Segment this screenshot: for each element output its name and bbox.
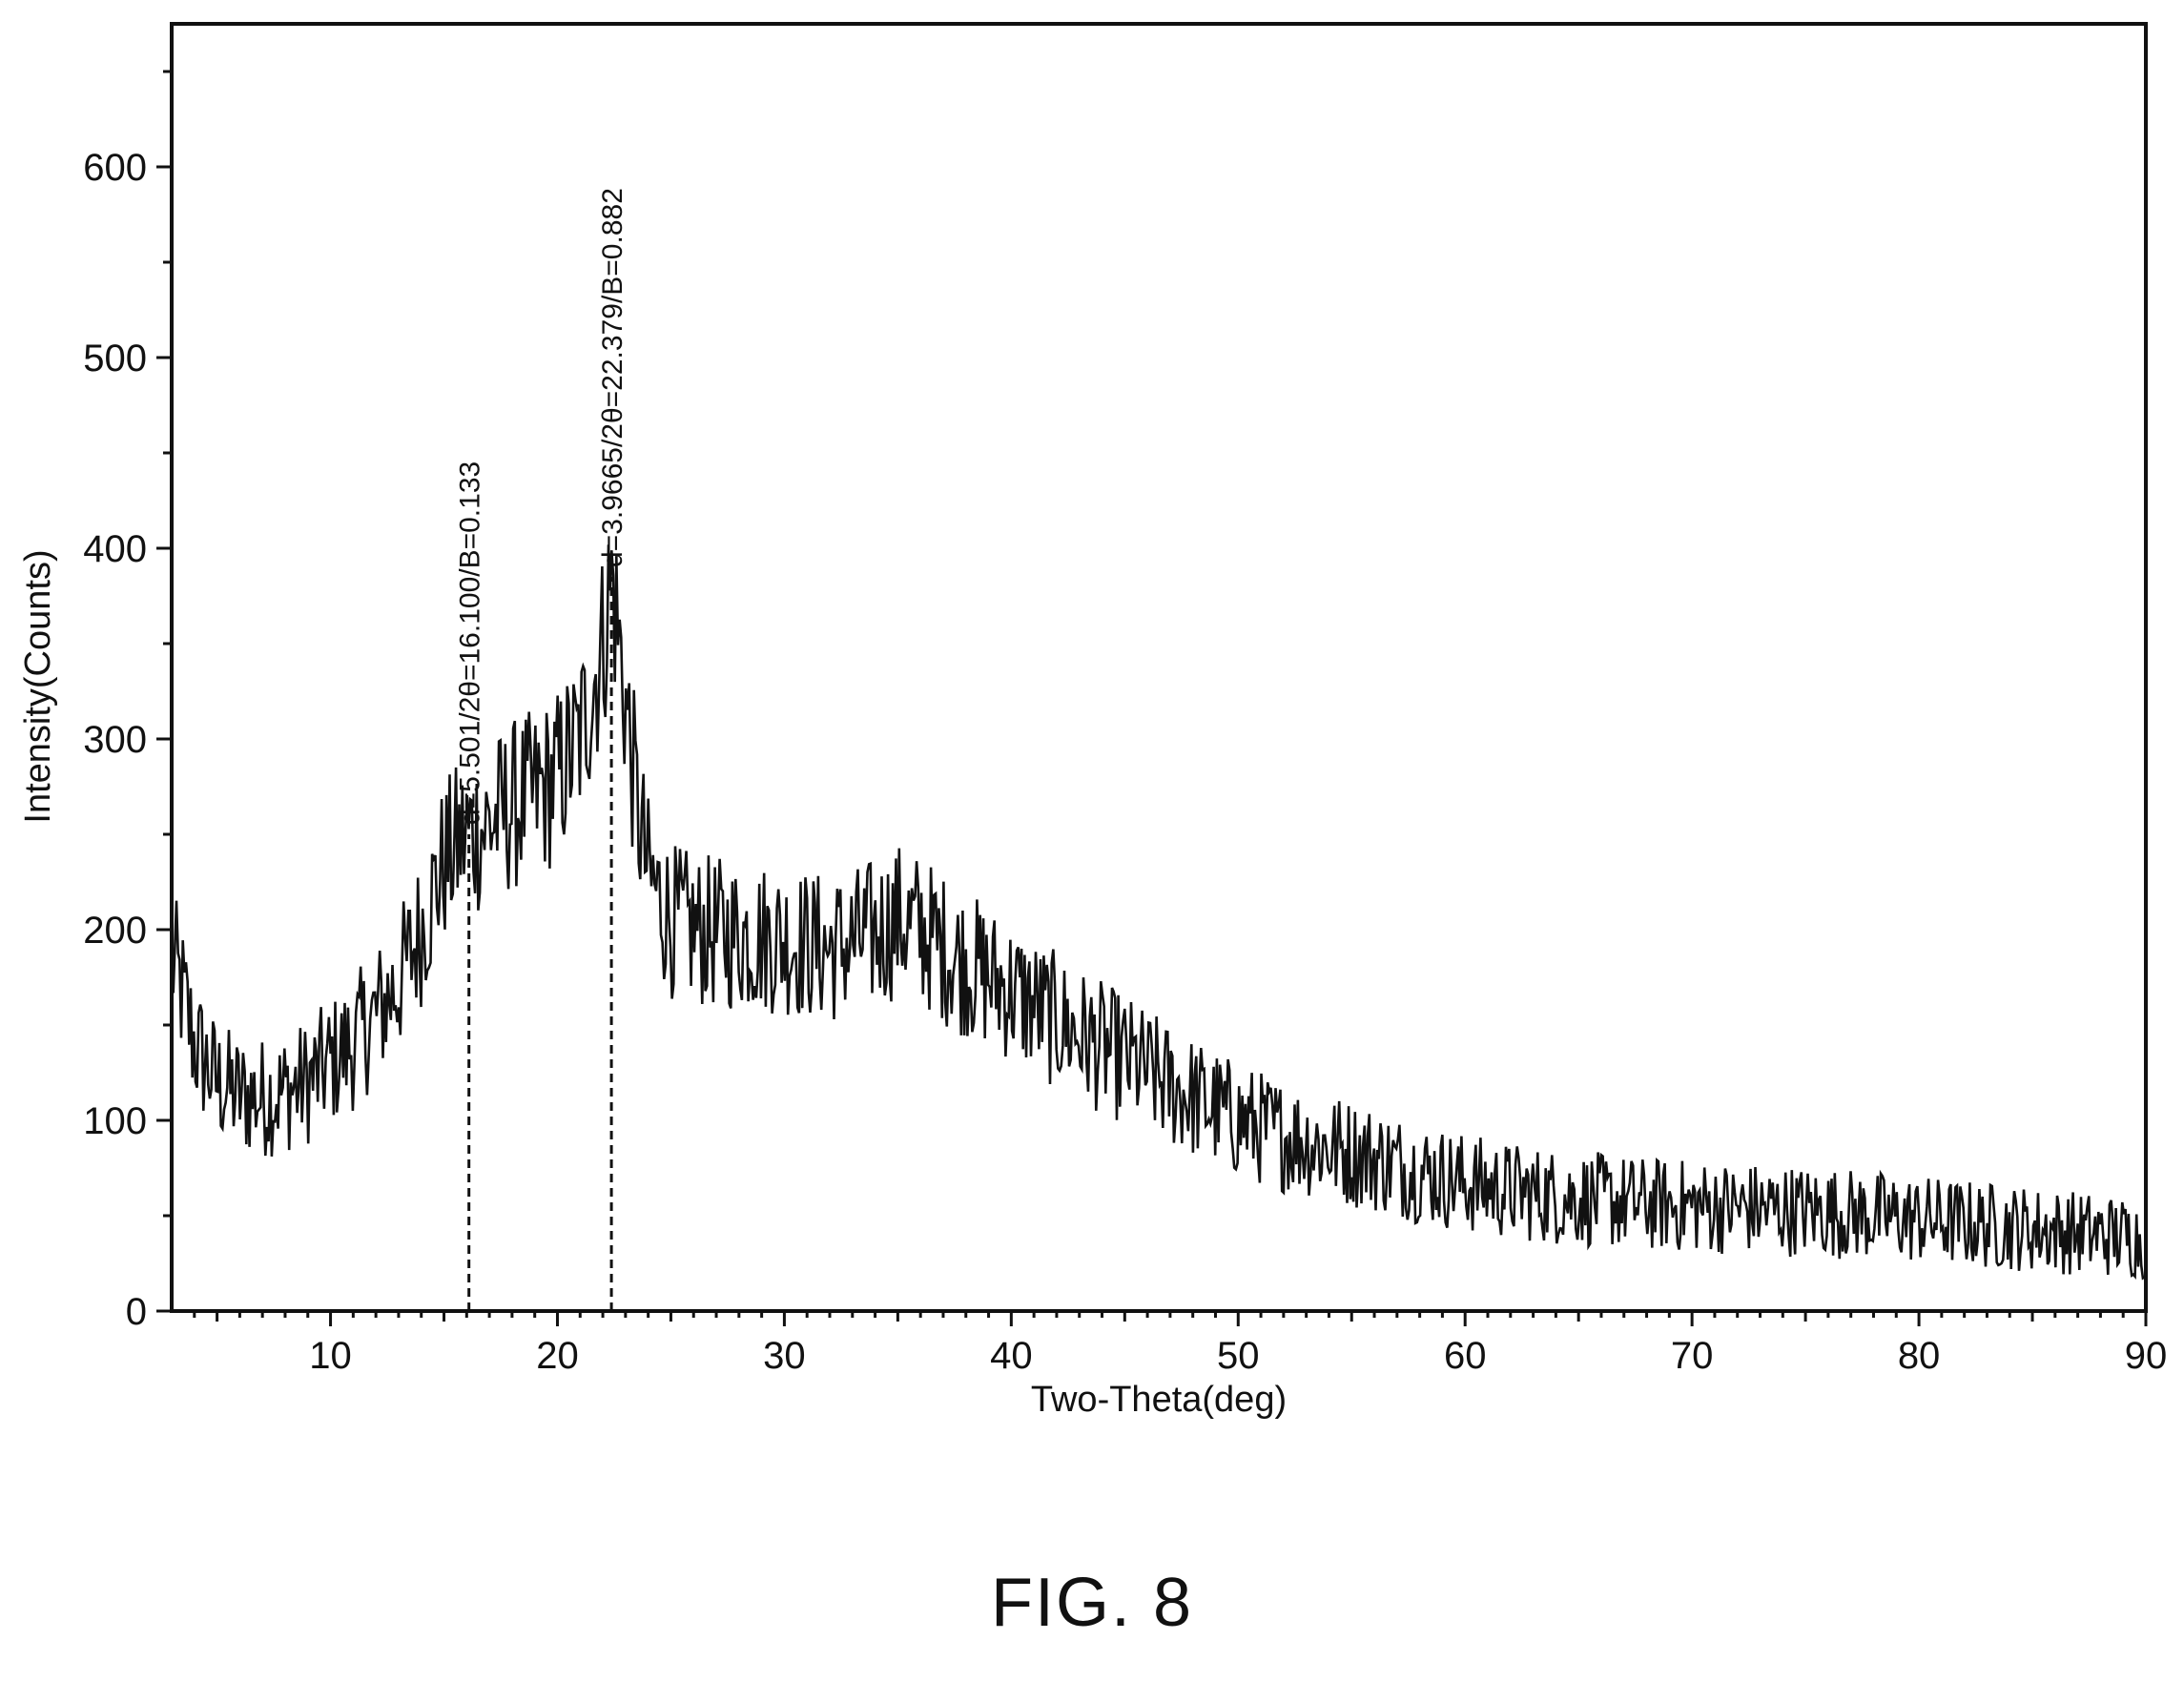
x-axis: 10 20 30 40 50 60 70 80 90 xyxy=(193,1311,2168,1377)
plot-frame xyxy=(170,22,2148,1313)
x-tick-label: 50 xyxy=(1217,1335,1260,1377)
y-tick-label: 400 xyxy=(83,528,147,570)
y-tick-label: 200 xyxy=(83,910,147,952)
peak-annotations: d=5.501/2θ=16.100/B=0.133 d=3.9665/2θ=22.… xyxy=(455,188,628,1311)
intensity-trace xyxy=(170,544,2146,1281)
y-tick-label: 300 xyxy=(83,719,147,761)
x-tick-label: 80 xyxy=(1898,1335,1941,1377)
peak-label: d=3.9665/2θ=22.379/B=0.882 xyxy=(597,188,628,567)
y-tick-label: 100 xyxy=(83,1100,147,1142)
x-axis-label: Two-Theta(deg) xyxy=(1031,1380,1287,1420)
x-tick-label: 40 xyxy=(990,1335,1033,1377)
plot-area xyxy=(170,544,2146,1281)
figure-caption: FIG. 8 xyxy=(990,1565,1194,1641)
y-axis-label: Intensity(Counts) xyxy=(18,549,58,823)
x-tick-label: 10 xyxy=(309,1335,352,1377)
peak-label: d=5.501/2θ=16.100/B=0.133 xyxy=(455,461,486,825)
x-tick-label: 20 xyxy=(536,1335,579,1377)
y-axis: 0 100 200 300 400 500 600 xyxy=(83,70,172,1333)
x-tick-label: 30 xyxy=(763,1335,806,1377)
y-tick-label: 0 xyxy=(126,1291,147,1333)
y-tick-label: 500 xyxy=(83,338,147,379)
x-tick-label: 90 xyxy=(2125,1335,2168,1377)
x-tick-label: 70 xyxy=(1671,1335,1714,1377)
x-tick-label: 60 xyxy=(1444,1335,1487,1377)
y-tick-label: 600 xyxy=(83,147,147,189)
